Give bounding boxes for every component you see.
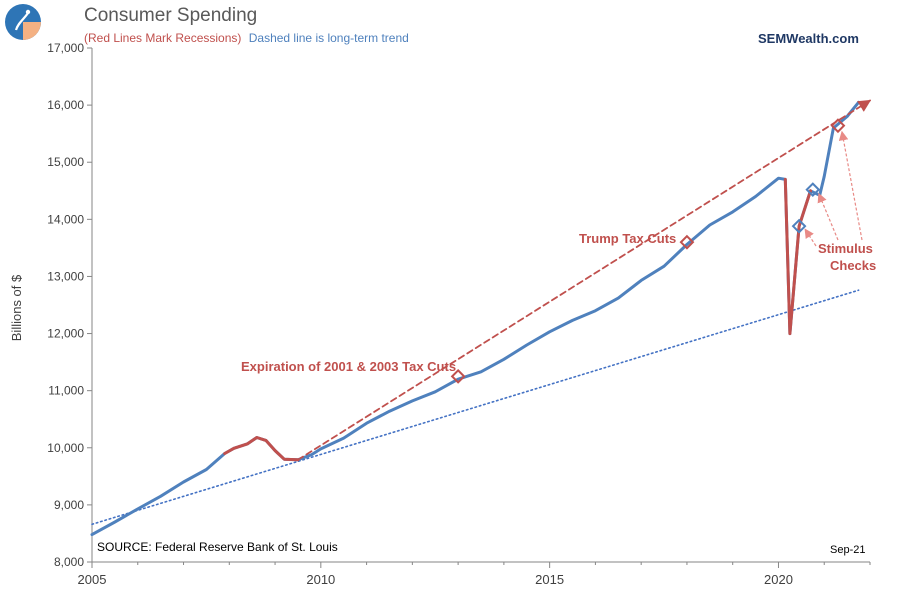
series-line-recession [783, 177, 812, 336]
subtitle-trend: Dashed line is long-term trend [248, 31, 409, 45]
annotation-checks: Checks [830, 258, 876, 273]
point-marker [679, 234, 695, 250]
annotation-expiration-tax-cuts: Expiration of 2001 & 2003 Tax Cuts [241, 359, 456, 374]
annotation-stimulus: Stimulus [818, 241, 873, 256]
y-tick-label: 14,000 [47, 212, 84, 226]
annotation-group: Expiration of 2001 & 2003 Tax Cuts Trump… [241, 130, 876, 374]
y-tick-label: 16,000 [47, 98, 84, 112]
y-axis-label: Billions of $ [9, 274, 24, 341]
series-line-spending [90, 100, 861, 537]
stimulus-arrow-3 [838, 130, 863, 241]
x-tick-label: 2015 [535, 572, 564, 587]
x-tick-label: 2020 [764, 572, 793, 587]
stimulus-arrow-1 [804, 228, 817, 247]
x-tick-label: 2005 [78, 572, 107, 587]
y-tick-label: 10,000 [47, 441, 84, 455]
subtitle-recessions: (Red Lines Mark Recessions) [84, 31, 242, 45]
semwealth-logo-icon [5, 4, 41, 40]
y-tick-label: 8,000 [54, 555, 84, 569]
axes-group: 8,000 9,000 10,000 11,000 12,000 13,000 14,000… [47, 41, 871, 587]
y-tick-label: 15,000 [47, 155, 84, 169]
series-line-recession [223, 436, 300, 462]
y-tick-label: 17,000 [47, 41, 84, 55]
series-group [90, 99, 872, 537]
series-line-trend-dashed [297, 99, 872, 461]
y-tick-label: 13,000 [47, 269, 84, 283]
annotation-trump-tax-cuts: Trump Tax Cuts [579, 231, 676, 246]
point-marker [830, 118, 846, 134]
y-tick-label: 9,000 [54, 498, 84, 512]
stimulus-arrow-2 [817, 192, 839, 241]
marker-group [450, 118, 846, 384]
series-line-trend-dotted [91, 289, 860, 526]
y-tick-label: 11,000 [48, 384, 84, 398]
x-tick-label: 2010 [306, 572, 335, 587]
chart-date-label: Sep-21 [830, 544, 865, 556]
y-tick-label: 12,000 [47, 327, 84, 341]
point-marker [805, 182, 821, 198]
point-marker [791, 218, 807, 234]
chart-subtitle: (Red Lines Mark Recessions) Dashed line … [84, 31, 409, 45]
point-marker [450, 368, 466, 384]
chart-source: SOURCE: Federal Reserve Bank of St. Loui… [97, 540, 338, 554]
chart-title: Consumer Spending [84, 5, 258, 26]
brand-label: SEMWealth.com [758, 31, 859, 46]
